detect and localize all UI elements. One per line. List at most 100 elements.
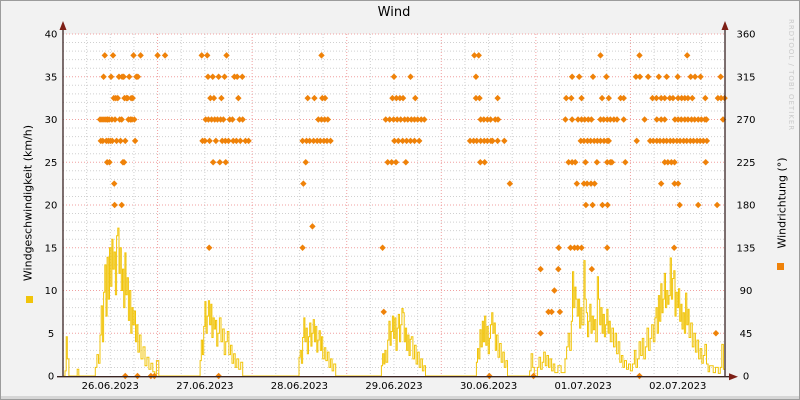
wind-direction-point xyxy=(399,94,407,102)
wind-direction-point xyxy=(198,52,205,59)
wind-direction-point xyxy=(574,116,582,123)
wind-direction-point xyxy=(395,137,402,145)
wind-direction-point xyxy=(126,73,133,80)
wind-direction-point xyxy=(589,201,596,209)
wind-direction-point xyxy=(484,137,491,145)
wind-direction-point xyxy=(588,265,596,273)
wind-direction-point xyxy=(556,308,564,316)
wind-direction-point xyxy=(207,94,214,102)
wind-direction-point xyxy=(486,372,493,380)
wind-direction-point xyxy=(717,73,724,80)
wind-direction-point xyxy=(327,137,334,145)
wind-direction-point xyxy=(477,137,484,145)
rrdtool-watermark: RRDTOOL / TOBI OETIKER xyxy=(787,19,795,132)
wind-direction-point xyxy=(233,73,241,80)
wind-direction-point xyxy=(310,137,317,145)
wind-direction-point xyxy=(407,137,414,145)
wind-direction-point xyxy=(120,159,128,166)
wind-direction-point xyxy=(613,116,621,123)
wind-direction-point xyxy=(669,94,677,102)
wind-direction-point xyxy=(137,52,144,59)
wind-direction-point xyxy=(593,159,601,166)
wind-direction-point xyxy=(475,52,482,59)
wind-direction-point xyxy=(120,73,127,80)
wind-direction-point xyxy=(161,52,169,59)
wind-direction-point xyxy=(600,116,607,123)
wind-direction-point xyxy=(318,52,325,59)
wind-direction-point xyxy=(233,137,240,145)
wind-direction-point xyxy=(657,180,665,187)
wind-direction-point xyxy=(674,94,682,102)
wind-direction-point xyxy=(641,116,648,123)
y-right-tick-label: 225 xyxy=(736,158,755,169)
wind-direction-point xyxy=(655,73,662,80)
wind-direction-point xyxy=(402,159,410,166)
wind-direction-point xyxy=(712,330,720,337)
wind-direction-point xyxy=(124,94,131,102)
wind-direction-point xyxy=(663,137,670,145)
wind-direction-point xyxy=(649,94,656,102)
wind-direction-point xyxy=(664,159,672,166)
wind-direction-point xyxy=(644,73,652,80)
wind-direction-point xyxy=(632,73,640,80)
wind-direction-point xyxy=(304,94,311,102)
wind-direction-point xyxy=(466,137,474,145)
y-left-tick-label: 25 xyxy=(45,158,58,169)
y-axis-right-title: Windrichtung (°) xyxy=(775,157,789,249)
wind-direction-point xyxy=(235,94,242,102)
wind-direction-point xyxy=(403,137,410,145)
wind-direction-point xyxy=(321,94,329,102)
wind-direction-point xyxy=(209,159,217,166)
wind-direction-point xyxy=(657,116,665,123)
wind-direction-point xyxy=(501,137,508,145)
wind-direction-point xyxy=(131,116,138,123)
wind-direction-point xyxy=(573,180,581,187)
wind-direction-point xyxy=(587,137,594,145)
wind-direction-point xyxy=(487,116,494,123)
wind-direction-point xyxy=(671,159,678,166)
wind-direction-point xyxy=(591,180,598,187)
wind-direction-point xyxy=(581,116,588,123)
wind-direction-point xyxy=(397,116,404,123)
wind-direction-point xyxy=(684,94,692,102)
wind-direction-point xyxy=(583,180,591,187)
wind-direction-point xyxy=(299,244,306,251)
wind-direction-point xyxy=(225,137,232,145)
y-axis-left-arrow-icon xyxy=(59,21,67,30)
wind-direction-point xyxy=(661,116,668,123)
y-left-tick-label: 40 xyxy=(45,30,58,41)
wind-direction-point xyxy=(380,308,387,316)
wind-direction-point xyxy=(390,73,398,80)
wind-direction-point xyxy=(703,137,711,145)
wind-direction-point xyxy=(691,73,699,80)
wind-direction-point xyxy=(636,372,643,380)
wind-direction-point xyxy=(670,244,678,251)
wind-direction-point xyxy=(656,137,664,145)
wind-direction-point xyxy=(636,52,643,59)
wind-direction-point xyxy=(311,94,318,102)
y-axis-left-title: Windgeschwindigkeit (km/h) xyxy=(21,124,35,282)
wind-direction-point xyxy=(548,308,555,316)
wind-direction-point xyxy=(386,116,393,123)
x-axis-date-label: 02.07.2023 xyxy=(649,381,706,392)
wind-direction-point xyxy=(674,73,681,80)
wind-direction-point xyxy=(620,94,627,102)
wind-direction-point xyxy=(99,137,106,145)
wind-direction-point xyxy=(530,372,537,380)
wind-direction-point xyxy=(391,137,398,145)
wind-direction-point xyxy=(239,73,246,80)
wind-direction-point xyxy=(671,180,678,187)
wind-direction-point xyxy=(702,94,709,102)
wind-direction-point xyxy=(587,180,595,187)
wind-direction-point xyxy=(109,52,117,59)
wind-direction-point xyxy=(393,94,400,102)
wind-direction-point xyxy=(568,116,576,123)
wind-direction-point xyxy=(151,372,158,380)
wind-direction-point xyxy=(130,52,137,59)
wind-direction-point xyxy=(653,116,661,123)
wind-direction-point xyxy=(697,73,704,80)
wind-direction-point xyxy=(407,73,414,80)
wind-direction-point xyxy=(379,244,386,251)
wind-direction-point xyxy=(223,52,230,59)
